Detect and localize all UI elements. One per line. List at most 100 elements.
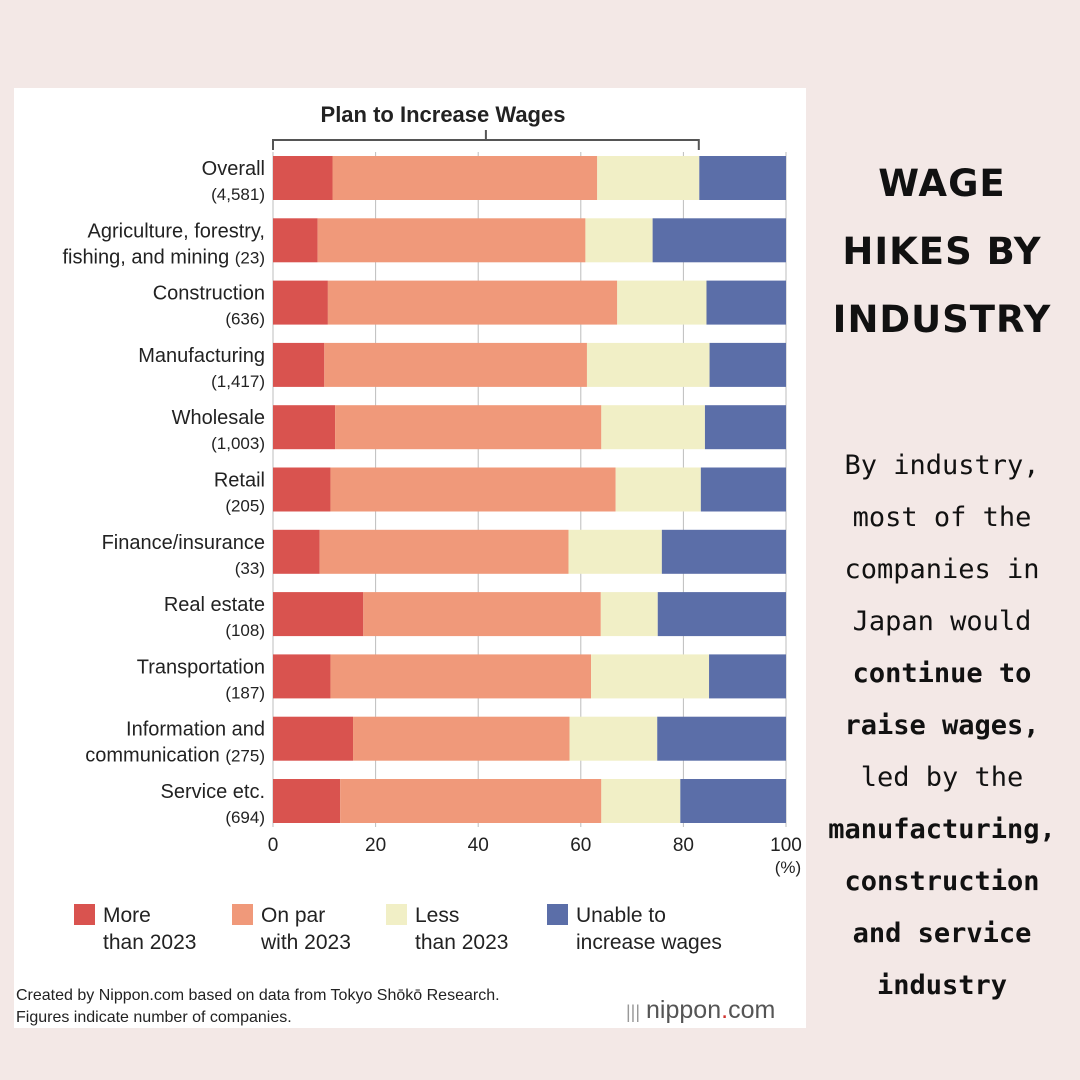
paragraph-line: companies in [844, 554, 1040, 585]
bar-segment [615, 467, 701, 512]
category-label: fishing, and mining (23) [62, 246, 265, 268]
category-count: (33) [235, 559, 265, 578]
category-label: Finance/insurance [102, 532, 265, 554]
paragraph-line: industry [876, 970, 1008, 1001]
brand-suffix: com [728, 996, 776, 1024]
legend-swatch [386, 904, 407, 925]
bar-segment [273, 156, 333, 200]
bar-segment [332, 156, 598, 200]
x-tick-label: 20 [365, 835, 386, 856]
bar-segment [327, 280, 618, 325]
bar-segment [324, 342, 587, 387]
legend-label: with 2023 [260, 931, 351, 954]
heading-line: INDUSTRY [832, 298, 1052, 341]
category-label: Retail [214, 470, 265, 492]
legend-swatch [74, 904, 95, 925]
side-paragraph: By industry, most of the companies in Japan… [812, 440, 1072, 1012]
legend-label: increase wages [576, 931, 722, 954]
paragraph-line: led by the [860, 762, 1024, 793]
bar-segment [317, 218, 586, 263]
bar-segment [657, 716, 786, 761]
bar-segment [700, 467, 786, 512]
legend-label: than 2023 [103, 931, 196, 954]
paragraph-line: Japan would [852, 606, 1032, 637]
bar-segment [273, 529, 320, 574]
bar-segment [273, 779, 341, 823]
bar-segment [330, 654, 592, 699]
legend-swatch [547, 904, 568, 925]
bar-segment [273, 280, 328, 325]
bar-segment [319, 529, 569, 574]
bar-segment [273, 716, 354, 761]
bar-segment [709, 654, 786, 699]
source-note: Created by Nippon.com based on data from… [16, 987, 500, 1004]
x-tick-label: 80 [673, 835, 694, 856]
legend-label: than 2023 [415, 931, 508, 954]
paragraph-line: continue to [852, 658, 1032, 689]
category-count: (636) [225, 310, 265, 329]
stacked-bar-chart: Plan to Increase Wages Overall (4,581) Agri… [62, 102, 802, 954]
paragraph-line: By industry, [844, 450, 1040, 481]
bar-segment [363, 592, 601, 637]
legend-label: Less [415, 904, 459, 927]
bar-segment [661, 529, 786, 574]
bar-segment [569, 716, 658, 761]
bar-segment [273, 592, 364, 637]
paragraph-line: raise wages, [844, 710, 1040, 741]
bar-segment [709, 342, 786, 387]
category-label: Wholesale [172, 407, 265, 429]
bar-segment [273, 405, 336, 450]
category-count: (108) [225, 621, 265, 640]
brand-dot: . [721, 996, 729, 1024]
legend-label: More [103, 904, 151, 927]
chart-title: Plan to Increase Wages [321, 102, 566, 127]
bar-segment [273, 342, 325, 387]
paragraph-line: construction [844, 866, 1040, 897]
category-label: Construction [153, 283, 265, 305]
bar-segment [704, 405, 786, 450]
category-label: Real estate [164, 594, 265, 616]
paragraph-line: manufacturing, [828, 814, 1056, 845]
brand-name: nippon [646, 996, 722, 1024]
bar-segment [335, 405, 602, 450]
bar-segment [600, 592, 658, 637]
bar-segment [601, 779, 681, 823]
heading-line: WAGE [878, 162, 1006, 205]
x-tick-label: 60 [570, 835, 591, 856]
bar-segment [585, 218, 653, 263]
bar-segment [568, 529, 662, 574]
bar-segment [273, 467, 331, 512]
heading-line: HIKES BY [842, 230, 1042, 273]
x-unit-label: (%) [775, 858, 801, 877]
count-note: Figures indicate number of companies. [16, 1009, 292, 1026]
category-label: communication (275) [85, 745, 265, 767]
x-tick-label: 40 [468, 835, 489, 856]
category-count: (4,581) [211, 185, 265, 204]
chart-footer: Created by Nippon.com based on data from… [16, 985, 500, 1029]
bar-segment [617, 280, 707, 325]
bar-segment [330, 467, 616, 512]
title-bracket [272, 139, 700, 150]
bar-segment [657, 592, 786, 637]
bar-segment [680, 779, 786, 823]
bar-segment [652, 218, 786, 263]
category-label: Information and [126, 719, 265, 741]
legend-label: Unable to [576, 904, 666, 927]
bar-segment [591, 654, 710, 699]
bar-segment [601, 405, 705, 450]
category-label: Manufacturing [138, 345, 265, 367]
category-count: (187) [225, 683, 265, 702]
category-label: Service etc. [161, 781, 265, 803]
category-count: (1,417) [211, 372, 265, 391]
category-count: (694) [225, 808, 265, 827]
paragraph-line: and service [852, 918, 1032, 949]
bar-segment [597, 156, 700, 200]
bar-segment [699, 156, 786, 200]
legend-swatch [232, 904, 253, 925]
bar-segment [273, 654, 331, 699]
bar-segment [706, 280, 786, 325]
x-tick-label: 100 [770, 835, 802, 856]
chart-panel: Plan to Increase Wages Overall (4,581) Agri… [14, 88, 806, 1028]
legend-label: On par [261, 904, 325, 927]
paragraph-line: most of the [852, 502, 1032, 533]
